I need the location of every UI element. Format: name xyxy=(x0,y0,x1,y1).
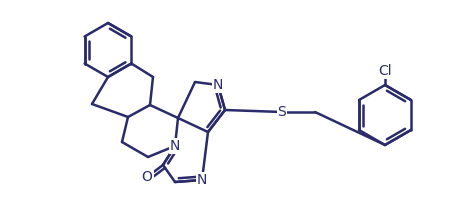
Text: N: N xyxy=(213,78,223,92)
Text: Cl: Cl xyxy=(377,64,391,78)
Text: N: N xyxy=(169,139,180,153)
Text: N: N xyxy=(196,173,207,187)
Text: S: S xyxy=(277,105,286,119)
Text: O: O xyxy=(141,170,152,184)
